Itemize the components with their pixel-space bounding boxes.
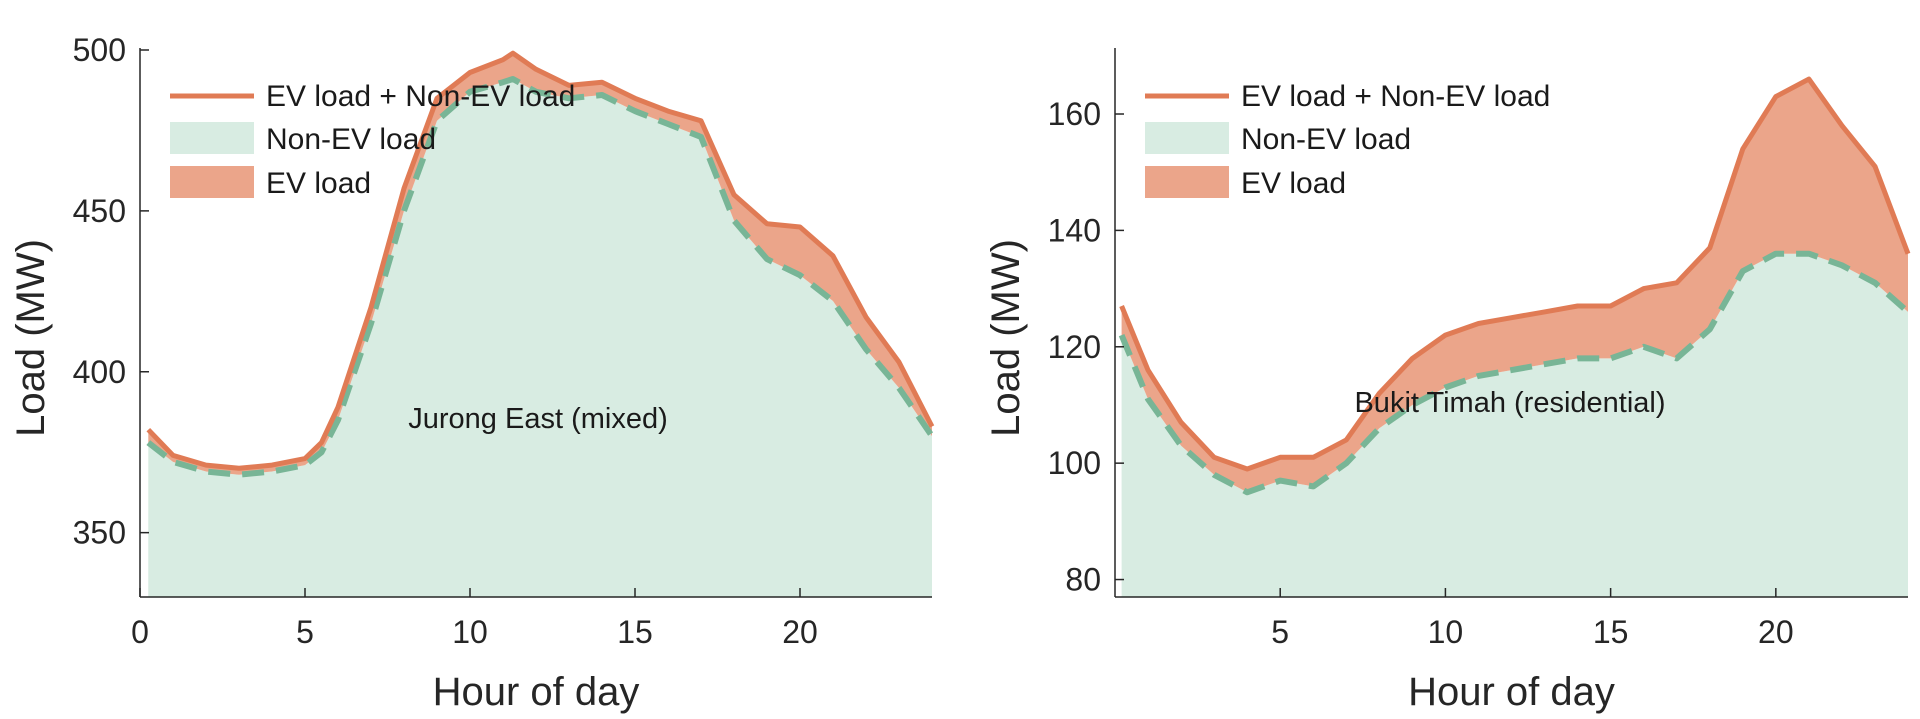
non-ev-dashed-line [1118,250,1910,496]
y-tick-label: 100 [1048,445,1101,481]
ev-plus-non-ev-line [1119,76,1911,472]
non-ev-dashed-line [146,76,935,478]
legend-swatch-ev [170,166,254,198]
legend: EV load + Non-EV load Non-EV load EV load [170,80,575,200]
y-tick-label: 160 [1048,96,1101,132]
x-tick-label: 20 [782,614,818,650]
y-tick-label: 350 [73,515,126,551]
legend-label: EV load [266,167,371,200]
x-tick-label: 5 [296,614,314,650]
x-tick-label: 15 [617,614,653,650]
ev-load-band [1121,79,1908,493]
legend-label: Non-EV load [1241,123,1411,156]
legend-label: Non-EV load [266,123,436,156]
x-tick-label: 5 [1271,614,1289,650]
chart-panel-2: 80 100 120 140 160 5 10 15 20 Hour of day Load (MW… [984,48,1911,714]
ev-plus-non-ev-line [146,50,935,471]
x-tick-label: 10 [1428,614,1464,650]
region-annotation: Bukit Timah (residential) [1354,387,1665,419]
y-axis-label: Load (MW) [984,239,1028,437]
legend-swatch-ev [1145,166,1229,198]
legend-swatch-non-ev [1145,122,1229,154]
legend-label: EV load [1241,167,1346,200]
y-tick-label: 80 [1065,562,1101,598]
y-tick-label: 400 [73,354,126,390]
x-axis-label: Hour of day [433,670,640,714]
non-ev-area [148,79,932,597]
x-tick-label: 0 [131,614,149,650]
x-tick-label: 15 [1593,614,1629,650]
non-ev-area [1121,253,1908,597]
y-tick-label: 500 [73,32,126,68]
y-tick-label: 120 [1048,329,1101,365]
x-tick-label: 10 [452,614,488,650]
legend-label: EV load + Non-EV load [266,80,575,113]
chart-panel-1: 350 400 450 500 0 5 10 15 20 Hour of day Load (MW)… [9,32,935,714]
region-annotation: Jurong East (mixed) [408,403,668,435]
y-tick-label: 450 [73,193,126,229]
y-axis-label: Load (MW) [9,239,53,437]
legend-label: EV load + Non-EV load [1241,80,1550,113]
y-tick-label: 140 [1048,212,1101,248]
x-tick-label: 20 [1758,614,1794,650]
x-axis-label: Hour of day [1408,670,1615,714]
legend: EV load + Non-EV load Non-EV load EV load [1145,80,1550,200]
legend-swatch-non-ev [170,122,254,154]
